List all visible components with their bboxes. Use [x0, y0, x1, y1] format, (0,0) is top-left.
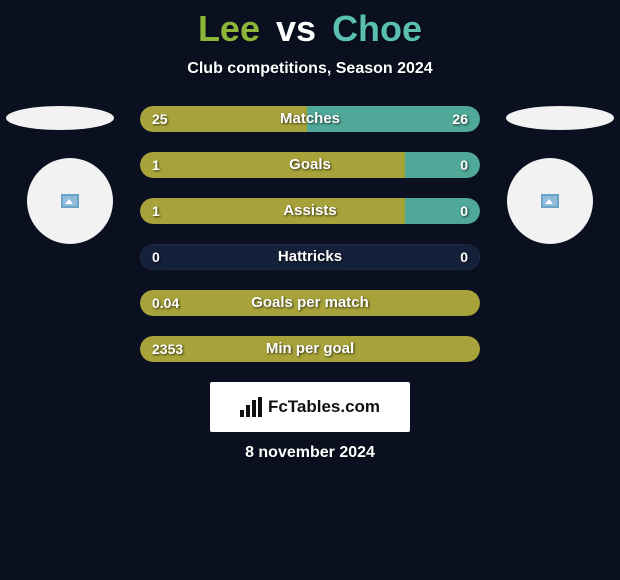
player1-name: Lee: [198, 8, 260, 49]
stat-label: Min per goal: [140, 336, 480, 362]
stat-row: 0.04Goals per match: [140, 290, 480, 316]
stat-row: 2526Matches: [140, 106, 480, 132]
stat-row: 10Goals: [140, 152, 480, 178]
stat-row: 2353Min per goal: [140, 336, 480, 362]
date-text: 8 november 2024: [0, 444, 620, 462]
stat-label: Goals per match: [140, 290, 480, 316]
page-title: Lee vs Choe: [0, 0, 620, 52]
vs-text: vs: [270, 8, 322, 49]
image-placeholder-icon: [61, 194, 79, 208]
branding-logo-icon: [240, 397, 262, 417]
stat-row: 10Assists: [140, 198, 480, 224]
stat-row: 00Hattricks: [140, 244, 480, 270]
branding-badge: FcTables.com: [210, 382, 410, 432]
subtitle: Club competitions, Season 2024: [0, 60, 620, 78]
player2-name: Choe: [332, 8, 422, 49]
team1-logo-circle: [27, 158, 113, 244]
team2-ellipse-small: [506, 106, 614, 130]
content-area: 2526Matches 10Goals 10Assists 00Hattricks 0.…: [0, 106, 620, 362]
stat-label: Goals: [140, 152, 480, 178]
image-placeholder-icon: [541, 194, 559, 208]
stat-label: Hattricks: [140, 244, 480, 270]
stats-bars-container: 2526Matches 10Goals 10Assists 00Hattricks 0.…: [140, 106, 480, 362]
team2-logo-circle: [507, 158, 593, 244]
stat-label: Matches: [140, 106, 480, 132]
team1-ellipse-small: [6, 106, 114, 130]
branding-text: FcTables.com: [268, 397, 380, 417]
stat-label: Assists: [140, 198, 480, 224]
